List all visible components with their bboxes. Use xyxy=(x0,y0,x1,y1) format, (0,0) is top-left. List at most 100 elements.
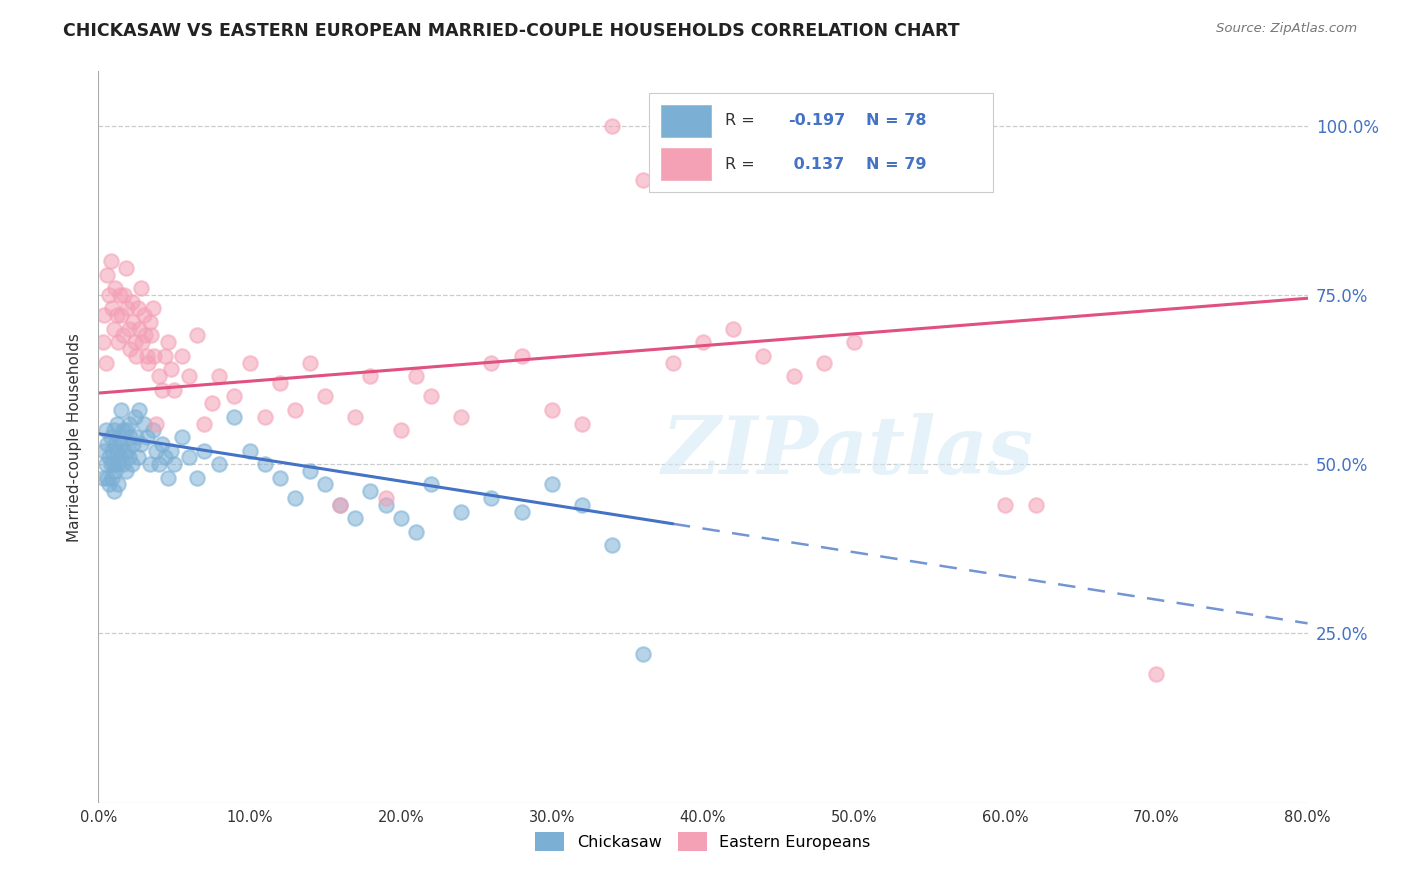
Point xyxy=(103,322,125,336)
Point xyxy=(145,443,167,458)
Point xyxy=(571,498,593,512)
Point xyxy=(122,315,145,329)
Point xyxy=(100,457,122,471)
Text: ZIPatlas: ZIPatlas xyxy=(662,413,1035,491)
Point xyxy=(114,464,136,478)
Point xyxy=(813,355,835,369)
Point xyxy=(105,308,128,322)
Point xyxy=(329,498,352,512)
Point xyxy=(193,417,215,431)
Point xyxy=(153,450,176,465)
FancyBboxPatch shape xyxy=(661,105,711,137)
Point xyxy=(105,417,128,431)
Point xyxy=(150,437,173,451)
Point xyxy=(98,477,121,491)
Point xyxy=(540,403,562,417)
Point xyxy=(118,450,141,465)
Point xyxy=(160,362,183,376)
Point xyxy=(115,443,138,458)
Point xyxy=(170,349,193,363)
Point xyxy=(208,369,231,384)
Point xyxy=(124,409,146,424)
Point xyxy=(132,308,155,322)
Point xyxy=(103,484,125,499)
Point xyxy=(110,437,132,451)
Point xyxy=(239,443,262,458)
Point xyxy=(94,423,117,437)
Point xyxy=(344,409,367,424)
Point xyxy=(389,511,412,525)
Point xyxy=(148,457,170,471)
Point xyxy=(374,498,396,512)
Point xyxy=(128,322,150,336)
Point xyxy=(94,355,117,369)
Point xyxy=(135,349,157,363)
Point xyxy=(107,457,129,471)
Point xyxy=(299,355,322,369)
Point xyxy=(118,417,141,431)
Point xyxy=(752,349,775,363)
Point xyxy=(103,423,125,437)
Y-axis label: Married-couple Households: Married-couple Households xyxy=(67,333,83,541)
Point xyxy=(571,417,593,431)
Point xyxy=(170,430,193,444)
Point xyxy=(142,423,165,437)
Point xyxy=(661,355,683,369)
Point xyxy=(127,450,149,465)
Point xyxy=(122,437,145,451)
Text: -0.197: -0.197 xyxy=(787,113,845,128)
Point xyxy=(129,437,152,451)
Text: 0.137: 0.137 xyxy=(787,157,844,172)
Point xyxy=(112,443,135,458)
Point xyxy=(450,409,472,424)
Point xyxy=(179,450,201,465)
Point xyxy=(120,342,142,356)
Point xyxy=(142,301,165,316)
Point xyxy=(103,457,125,471)
Point xyxy=(163,383,186,397)
Point xyxy=(405,524,427,539)
Point xyxy=(208,457,231,471)
Point xyxy=(239,355,262,369)
Point xyxy=(160,443,183,458)
Point xyxy=(128,403,150,417)
Point xyxy=(96,437,118,451)
Point xyxy=(186,471,208,485)
Point xyxy=(156,335,179,350)
Text: R =: R = xyxy=(724,113,759,128)
Point xyxy=(127,301,149,316)
Point xyxy=(107,335,129,350)
Point xyxy=(139,457,162,471)
Point xyxy=(125,430,148,444)
Point xyxy=(101,471,124,485)
Point xyxy=(163,457,186,471)
Point xyxy=(96,471,118,485)
FancyBboxPatch shape xyxy=(661,148,711,180)
Point xyxy=(110,403,132,417)
Point xyxy=(132,417,155,431)
Point xyxy=(360,369,382,384)
Point xyxy=(156,471,179,485)
Point xyxy=(136,355,159,369)
Point xyxy=(124,335,146,350)
Text: N = 79: N = 79 xyxy=(866,157,927,172)
Point xyxy=(134,328,156,343)
Point xyxy=(148,369,170,384)
Point xyxy=(1144,667,1167,681)
Point xyxy=(201,396,224,410)
Point xyxy=(93,443,115,458)
Point xyxy=(121,457,143,471)
Point xyxy=(269,376,291,390)
Point xyxy=(91,335,114,350)
Point xyxy=(101,443,124,458)
Point xyxy=(105,443,128,458)
Point xyxy=(723,322,745,336)
Point xyxy=(481,355,503,369)
Point xyxy=(104,281,127,295)
Point xyxy=(329,498,352,512)
Point xyxy=(481,491,503,505)
Point xyxy=(96,268,118,282)
Point xyxy=(121,294,143,309)
Point xyxy=(100,430,122,444)
Point xyxy=(98,450,121,465)
